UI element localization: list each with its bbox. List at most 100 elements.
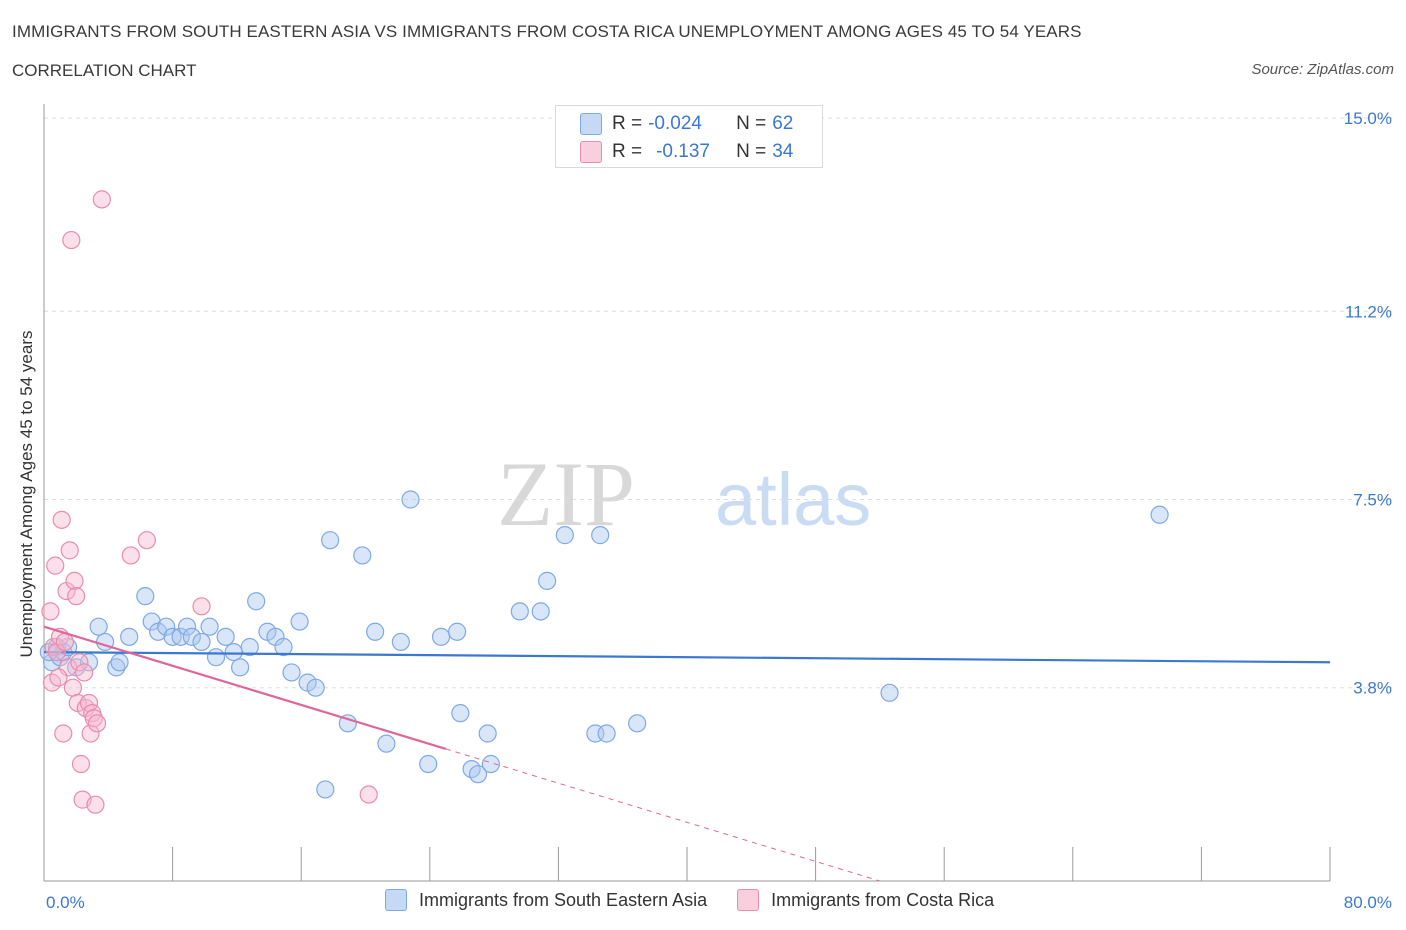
data-point-blue	[468, 765, 488, 784]
data-point-blue	[448, 622, 467, 641]
data-point-blue	[419, 754, 438, 774]
watermark: ZIP atlas	[497, 443, 871, 545]
data-point-blue	[377, 734, 396, 753]
trend-line-extension-pink	[445, 748, 881, 882]
series-swatch-pink	[737, 889, 760, 911]
data-point-blue	[510, 602, 529, 621]
data-point-blue	[353, 546, 372, 565]
data-point-blue	[538, 571, 557, 590]
data-point-blue	[177, 617, 197, 636]
data-point-blue	[321, 531, 340, 550]
grid	[44, 117, 1392, 689]
data-point-pink	[81, 724, 100, 743]
series-blue	[39, 490, 1331, 799]
data-point-blue	[338, 714, 357, 733]
data-point-blue	[216, 627, 235, 646]
data-point-pink	[60, 541, 79, 560]
data-point-pink	[359, 785, 378, 804]
x-tick-label-max: 80.0%	[1344, 893, 1392, 912]
data-point-pink	[44, 637, 63, 657]
series-swatch-blue	[385, 889, 407, 911]
legend-r-value-blue: -0.024	[648, 113, 702, 134]
data-point-pink	[84, 709, 103, 728]
data-point-pink	[192, 597, 211, 616]
chart-subtitle: CORRELATION CHART	[12, 61, 197, 80]
watermark-zip: ZIP	[497, 443, 635, 545]
axes	[43, 104, 1331, 882]
legend-n-value-pink: 34	[772, 141, 794, 162]
series-pink	[41, 190, 881, 882]
data-point-blue	[110, 653, 129, 672]
data-point-blue	[478, 724, 497, 743]
data-point-blue	[274, 637, 293, 657]
legend-r-label: R =	[612, 141, 643, 162]
y-tick-label: 7.5%	[1353, 491, 1392, 510]
data-point-blue	[240, 637, 259, 657]
legend-row-pink: R = -0.137 N = 34	[580, 140, 793, 164]
data-point-blue	[157, 617, 176, 636]
data-point-pink	[41, 602, 60, 621]
legend-swatch-pink	[580, 141, 602, 163]
data-point-pink	[87, 714, 107, 733]
data-point-blue	[224, 642, 243, 662]
data-point-pink	[65, 571, 84, 590]
x-tick-labels: 0.0% 80.0%	[46, 893, 1392, 912]
data-point-pink	[71, 754, 91, 774]
data-point-blue	[628, 714, 647, 733]
data-point-pink	[86, 795, 105, 814]
trend-line-blue	[43, 651, 1331, 664]
y-axis-title: Unemployment Among Ages 45 to 54 years	[17, 331, 36, 658]
data-point-blue	[306, 678, 325, 697]
data-point-blue	[316, 780, 335, 799]
legend-row-blue: R = -0.024 N = 62	[580, 112, 793, 136]
series-legend-item-pink[interactable]: Immigrants from Costa Rica	[737, 889, 994, 911]
data-point-blue	[200, 617, 219, 636]
data-point-blue	[282, 663, 301, 682]
data-point-pink	[54, 724, 73, 743]
legend-swatch-blue	[580, 113, 602, 135]
stats-legend: R = -0.024 N = 62 R = -0.137 N = 34	[555, 105, 823, 168]
data-point-blue	[391, 632, 410, 652]
data-point-blue	[431, 627, 451, 646]
data-point-blue	[79, 653, 99, 672]
trend-line-pink	[43, 625, 447, 750]
data-point-blue	[880, 683, 899, 702]
data-point-blue	[247, 592, 266, 611]
series-layer	[39, 190, 1331, 882]
data-point-blue	[481, 754, 500, 774]
y-tick-label: 3.8%	[1353, 679, 1392, 698]
chart-title: IMMIGRANTS FROM SOUTH EASTERN ASIA VS IM…	[12, 22, 1082, 41]
series-legend-label-blue: Immigrants from South Eastern Asia	[419, 889, 708, 910]
data-point-blue	[107, 658, 126, 677]
data-point-pink	[67, 587, 86, 606]
data-point-blue	[89, 617, 108, 636]
data-point-pink	[46, 556, 65, 575]
data-point-pink	[49, 668, 68, 687]
data-point-blue	[366, 622, 385, 641]
data-point-pink	[137, 531, 156, 550]
data-point-blue	[142, 612, 161, 631]
data-point-blue	[192, 632, 211, 652]
data-point-blue	[1150, 505, 1169, 524]
data-point-pink	[63, 678, 83, 697]
series-legend: Immigrants from South Eastern Asia Immig…	[385, 889, 1024, 911]
data-point-blue	[531, 602, 550, 621]
data-point-blue	[451, 704, 470, 723]
data-point-pink	[62, 230, 81, 250]
data-point-blue	[290, 612, 309, 631]
series-legend-item-blue[interactable]: Immigrants from South Eastern Asia	[385, 889, 707, 911]
data-point-blue	[231, 658, 250, 677]
data-point-pink	[75, 663, 94, 682]
data-point-blue	[206, 648, 226, 667]
series-legend-label-pink: Immigrants from Costa Rica	[771, 889, 995, 910]
x-tick-label-min: 0.0%	[46, 893, 85, 912]
data-point-blue	[591, 526, 610, 545]
data-point-blue	[136, 587, 155, 606]
y-tick-labels: 15.0% 11.2% 7.5% 3.8%	[1344, 109, 1392, 698]
source-label: Source: ZipAtlas.com	[1251, 61, 1394, 78]
data-point-pink	[70, 653, 89, 672]
data-point-blue	[597, 724, 616, 743]
y-tick-label: 15.0%	[1344, 109, 1392, 128]
data-point-blue	[401, 490, 420, 509]
data-point-blue	[182, 627, 201, 646]
